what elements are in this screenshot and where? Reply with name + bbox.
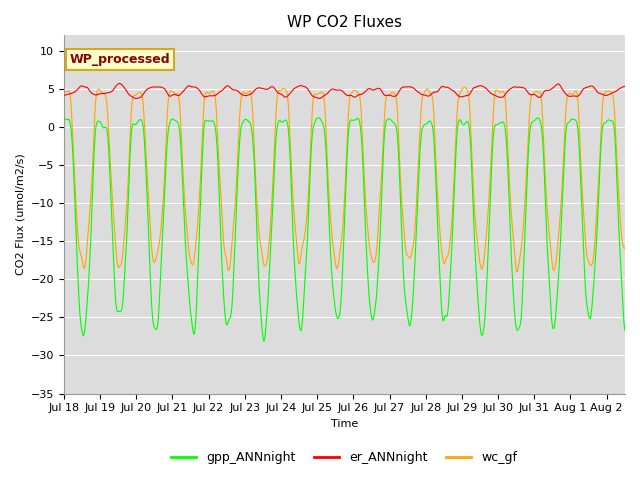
Legend: gpp_ANNnight, er_ANNnight, wc_gf: gpp_ANNnight, er_ANNnight, wc_gf <box>166 446 522 469</box>
X-axis label: Time: Time <box>331 419 358 429</box>
Text: WP_processed: WP_processed <box>69 53 170 66</box>
Y-axis label: CO2 Flux (umol/m2/s): CO2 Flux (umol/m2/s) <box>15 154 25 276</box>
Title: WP CO2 Fluxes: WP CO2 Fluxes <box>287 15 402 30</box>
